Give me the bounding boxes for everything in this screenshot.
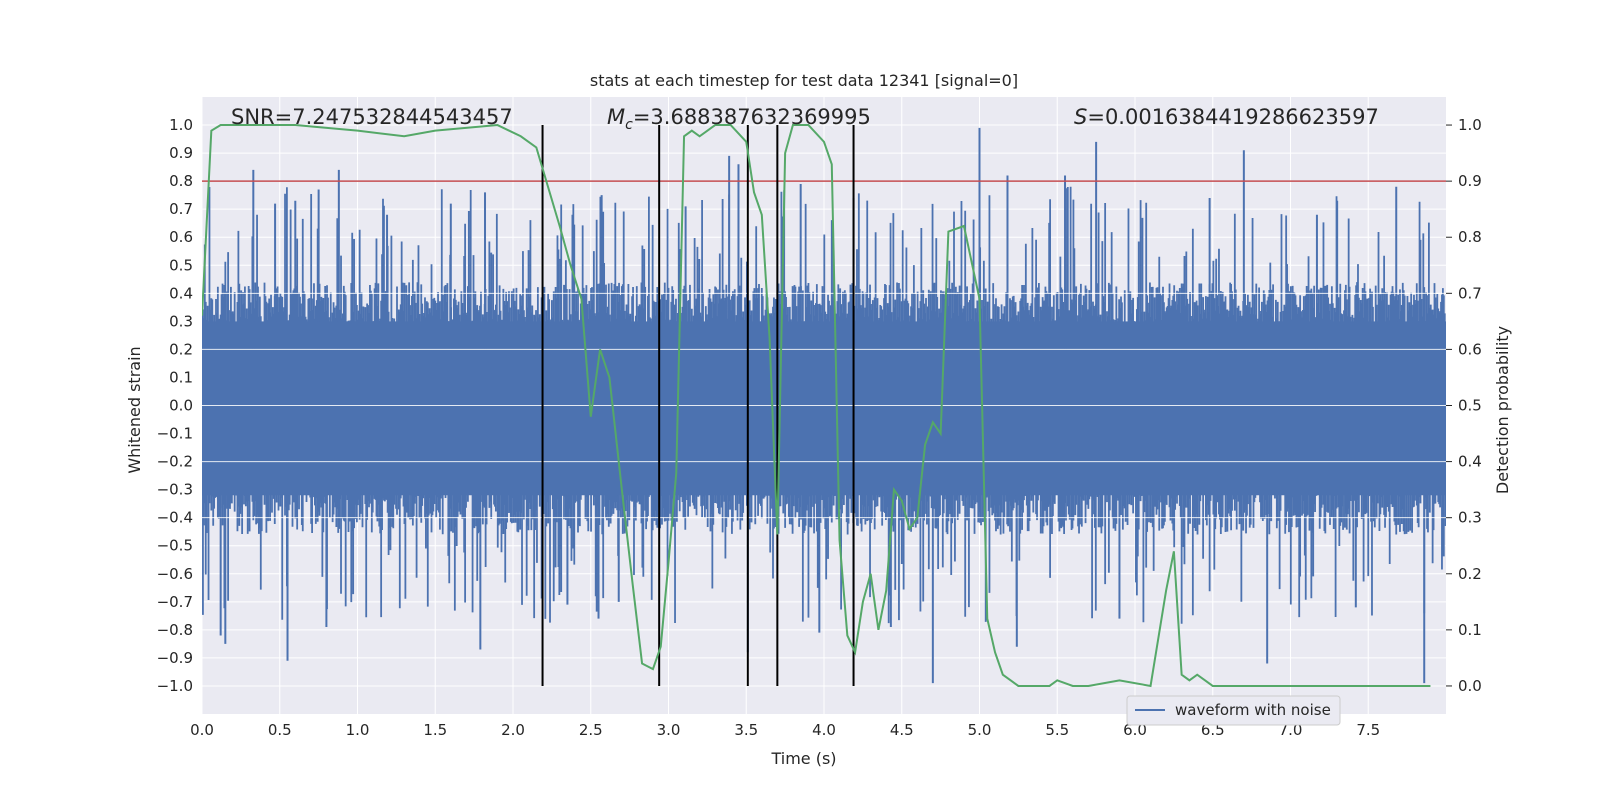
s-symbol: S [1074, 105, 1087, 129]
x-tick-label: 3.0 [657, 721, 681, 739]
x-tick-label: 7.5 [1356, 721, 1380, 739]
x-tick-label: 0.0 [190, 721, 214, 739]
y2-tick-label: 0.2 [1458, 565, 1482, 583]
y2-tick-label: 0.6 [1458, 340, 1482, 358]
y2-tick-label: 0.1 [1458, 621, 1482, 639]
y-tick-label: −0.2 [157, 453, 193, 471]
y-tick-label: 0.3 [169, 312, 193, 330]
y-tick-label: 0.5 [169, 256, 193, 274]
y-tick-label: 0.2 [169, 340, 193, 358]
legend: waveform with noise [1126, 695, 1341, 726]
chirp-mass-subscript: c [625, 117, 633, 133]
y-tick-label: −0.1 [157, 425, 193, 443]
y-tick-label: 1.0 [169, 116, 193, 134]
x-tick-label: 5.0 [968, 721, 992, 739]
x-tick-label: 4.5 [890, 721, 914, 739]
y-tick-label: −0.3 [157, 481, 193, 499]
y-tick-label: −0.6 [157, 565, 193, 583]
legend-label: waveform with noise [1175, 701, 1331, 719]
x-tick-label: 0.5 [268, 721, 292, 739]
waveform-series [202, 127, 1446, 684]
x-tick-label: 5.5 [1045, 721, 1069, 739]
x-axis-label: Time (s) [770, 749, 836, 768]
y2-tick-label: 1.0 [1458, 116, 1482, 134]
y2-tick-label: 0.4 [1458, 453, 1482, 471]
y-tick-label: −0.8 [157, 621, 193, 639]
y-tick-label: 0.8 [169, 172, 193, 190]
s-annotation: S=0.0016384419286623597 [1074, 105, 1379, 129]
y-tick-label: −0.4 [157, 509, 193, 527]
chirp-mass-symbol: M [607, 105, 625, 129]
waveform-core [202, 321, 1446, 496]
x-tick-label: 4.0 [812, 721, 836, 739]
event-markers [541, 125, 855, 686]
y-axis-right: 1.0 0.9 0.8 0.7 0.6 0.5 0.4 0.3 0.2 0.1 0.0 [1446, 116, 1482, 695]
y2-tick-label: 0.0 [1458, 677, 1482, 695]
x-tick-label: 2.5 [579, 721, 603, 739]
chart-title: stats at each timestep for test data 123… [590, 71, 1018, 90]
s-value: =0.0016384419286623597 [1087, 105, 1379, 129]
y2-tick-label: 0.5 [1458, 397, 1482, 415]
detection-probability-line [202, 124, 1431, 688]
x-tick-label: 1.5 [423, 721, 447, 739]
y-tick-label: −0.7 [157, 593, 193, 611]
y-tick-label: −0.9 [157, 649, 193, 667]
y2-axis-label: Detection probability [1493, 326, 1512, 494]
snr-annotation: SNR=7.247532844543457 [231, 105, 513, 129]
y-axis-left: 1.0 0.9 0.8 0.7 0.6 0.5 0.4 0.3 0.2 0.1 0.0 −0.1 −0.… [157, 116, 193, 695]
y2-tick-label: 0.8 [1458, 228, 1482, 246]
y2-tick-label: 0.7 [1458, 284, 1482, 302]
y-axis-label: Whitened strain [125, 346, 144, 473]
y2-tick-label: 0.9 [1458, 172, 1482, 190]
y-tick-label: 0.1 [169, 368, 193, 386]
chirp-mass-annotation: Mc=3.688387632369995 [607, 105, 871, 133]
y-tick-label: 0.7 [169, 200, 193, 218]
x-tick-label: 2.0 [501, 721, 525, 739]
y-tick-label: 0.4 [169, 284, 193, 302]
chirp-mass-value: =3.688387632369995 [633, 105, 871, 129]
y2-tick-label: 0.3 [1458, 509, 1482, 527]
y-tick-label: −0.5 [157, 537, 193, 555]
y-tick-label: 0.0 [169, 397, 193, 415]
x-tick-label: 1.0 [346, 721, 370, 739]
y-tick-label: 0.6 [169, 228, 193, 246]
legend-box [1126, 695, 1341, 726]
y-tick-label: 0.9 [169, 144, 193, 162]
x-tick-label: 3.5 [734, 721, 758, 739]
y-tick-label: −1.0 [157, 677, 193, 695]
